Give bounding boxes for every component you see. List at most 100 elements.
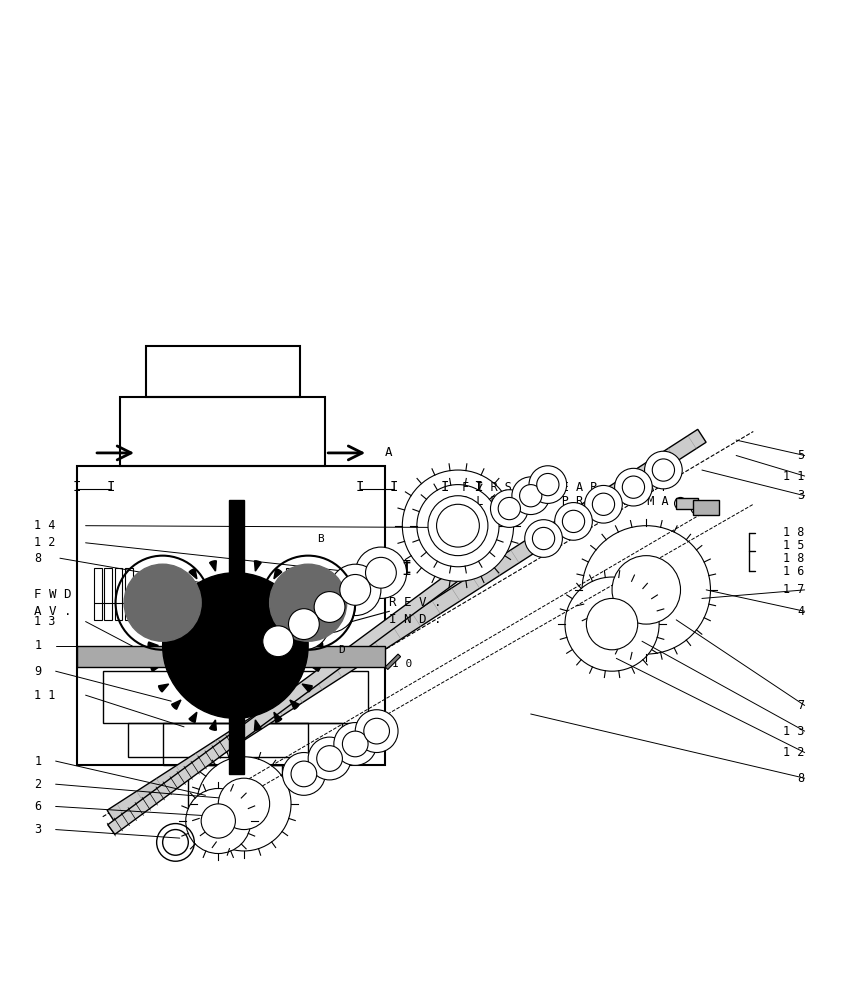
Wedge shape: [171, 700, 181, 709]
Wedge shape: [171, 582, 181, 591]
Text: 1: 1: [34, 755, 41, 768]
Bar: [676, 498, 698, 509]
Circle shape: [615, 468, 652, 506]
Bar: [120, 397, 325, 466]
Text: 1 0: 1 0: [392, 659, 413, 669]
Bar: [115, 568, 122, 620]
Circle shape: [586, 598, 638, 650]
Wedge shape: [290, 582, 300, 591]
Circle shape: [565, 577, 659, 671]
Text: F W D: F W D: [34, 588, 72, 601]
Circle shape: [201, 804, 235, 838]
Text: A: A: [385, 446, 393, 459]
Text: 1: 1: [34, 639, 41, 652]
Circle shape: [288, 609, 319, 640]
Text: F I R S T   G E A R   S H A F: F I R S T G E A R S H A F: [462, 481, 669, 494]
Bar: [104, 568, 112, 620]
Polygon shape: [385, 654, 401, 669]
Text: I: I: [401, 561, 412, 579]
Wedge shape: [210, 720, 217, 730]
Wedge shape: [210, 561, 217, 571]
Text: 8: 8: [34, 552, 41, 565]
Text: I   I: I I: [441, 480, 483, 494]
Text: 1 3: 1 3: [783, 725, 805, 738]
Circle shape: [562, 510, 585, 533]
Circle shape: [652, 459, 675, 481]
Bar: [77, 646, 385, 667]
Bar: [317, 568, 324, 620]
Text: 5: 5: [798, 449, 805, 462]
Text: 1 1: 1 1: [783, 470, 805, 483]
Text: 6: 6: [34, 800, 41, 813]
Circle shape: [163, 573, 308, 718]
Circle shape: [645, 451, 682, 489]
Text: 2: 2: [34, 778, 41, 791]
Circle shape: [512, 477, 550, 515]
Circle shape: [342, 731, 368, 757]
Wedge shape: [254, 720, 261, 730]
Wedge shape: [158, 684, 169, 692]
Bar: [94, 568, 102, 620]
Text: 1 4: 1 4: [34, 519, 56, 532]
Circle shape: [124, 564, 201, 641]
Text: 1 6: 1 6: [783, 565, 805, 578]
Text: I: I: [355, 480, 364, 494]
Bar: [693, 500, 719, 515]
Text: 8: 8: [798, 772, 805, 785]
Circle shape: [532, 527, 555, 550]
Text: I N D .: I N D .: [389, 613, 442, 626]
Circle shape: [263, 626, 294, 657]
Bar: [128, 723, 342, 757]
Circle shape: [282, 753, 325, 795]
Circle shape: [340, 574, 371, 605]
Text: 1 1: 1 1: [34, 689, 56, 702]
Circle shape: [437, 504, 479, 547]
Bar: [125, 568, 133, 620]
Circle shape: [304, 581, 355, 633]
Circle shape: [582, 526, 710, 654]
Text: B: B: [317, 534, 324, 544]
Text: 9: 9: [34, 665, 41, 678]
Wedge shape: [232, 723, 239, 733]
Circle shape: [417, 485, 499, 567]
Circle shape: [278, 598, 330, 650]
Circle shape: [308, 737, 351, 780]
Wedge shape: [151, 665, 161, 671]
Circle shape: [428, 496, 488, 556]
Bar: [146, 346, 300, 397]
Wedge shape: [189, 569, 197, 579]
Text: 1 3: 1 3: [34, 615, 56, 628]
Wedge shape: [310, 620, 320, 626]
Circle shape: [364, 718, 389, 744]
Text: 4: 4: [798, 605, 805, 618]
Bar: [163, 723, 308, 765]
Wedge shape: [189, 712, 197, 722]
Circle shape: [520, 485, 542, 507]
Bar: [229, 500, 244, 774]
Wedge shape: [310, 665, 320, 671]
Wedge shape: [151, 620, 161, 626]
Wedge shape: [274, 712, 282, 722]
Circle shape: [314, 592, 345, 622]
Text: 1 2: 1 2: [34, 536, 56, 549]
Text: I: I: [107, 480, 116, 494]
Circle shape: [622, 476, 645, 498]
Text: D: D: [338, 645, 345, 655]
Circle shape: [330, 564, 381, 616]
Circle shape: [537, 473, 559, 496]
Text: 1 2: 1 2: [783, 746, 805, 759]
Bar: [77, 466, 385, 765]
Text: A V .: A V .: [34, 605, 72, 618]
Wedge shape: [302, 599, 312, 607]
Text: 3: 3: [34, 823, 41, 836]
Circle shape: [218, 778, 270, 830]
Circle shape: [585, 485, 622, 523]
Circle shape: [402, 470, 514, 581]
Text: A L B E R O   P R I M A   M A: A L B E R O P R I M A M A: [462, 495, 669, 508]
Text: 3: 3: [798, 489, 805, 502]
Circle shape: [525, 520, 562, 557]
Bar: [188, 765, 282, 808]
Text: 1 8: 1 8: [783, 552, 805, 565]
Circle shape: [355, 710, 398, 753]
Wedge shape: [158, 599, 169, 607]
